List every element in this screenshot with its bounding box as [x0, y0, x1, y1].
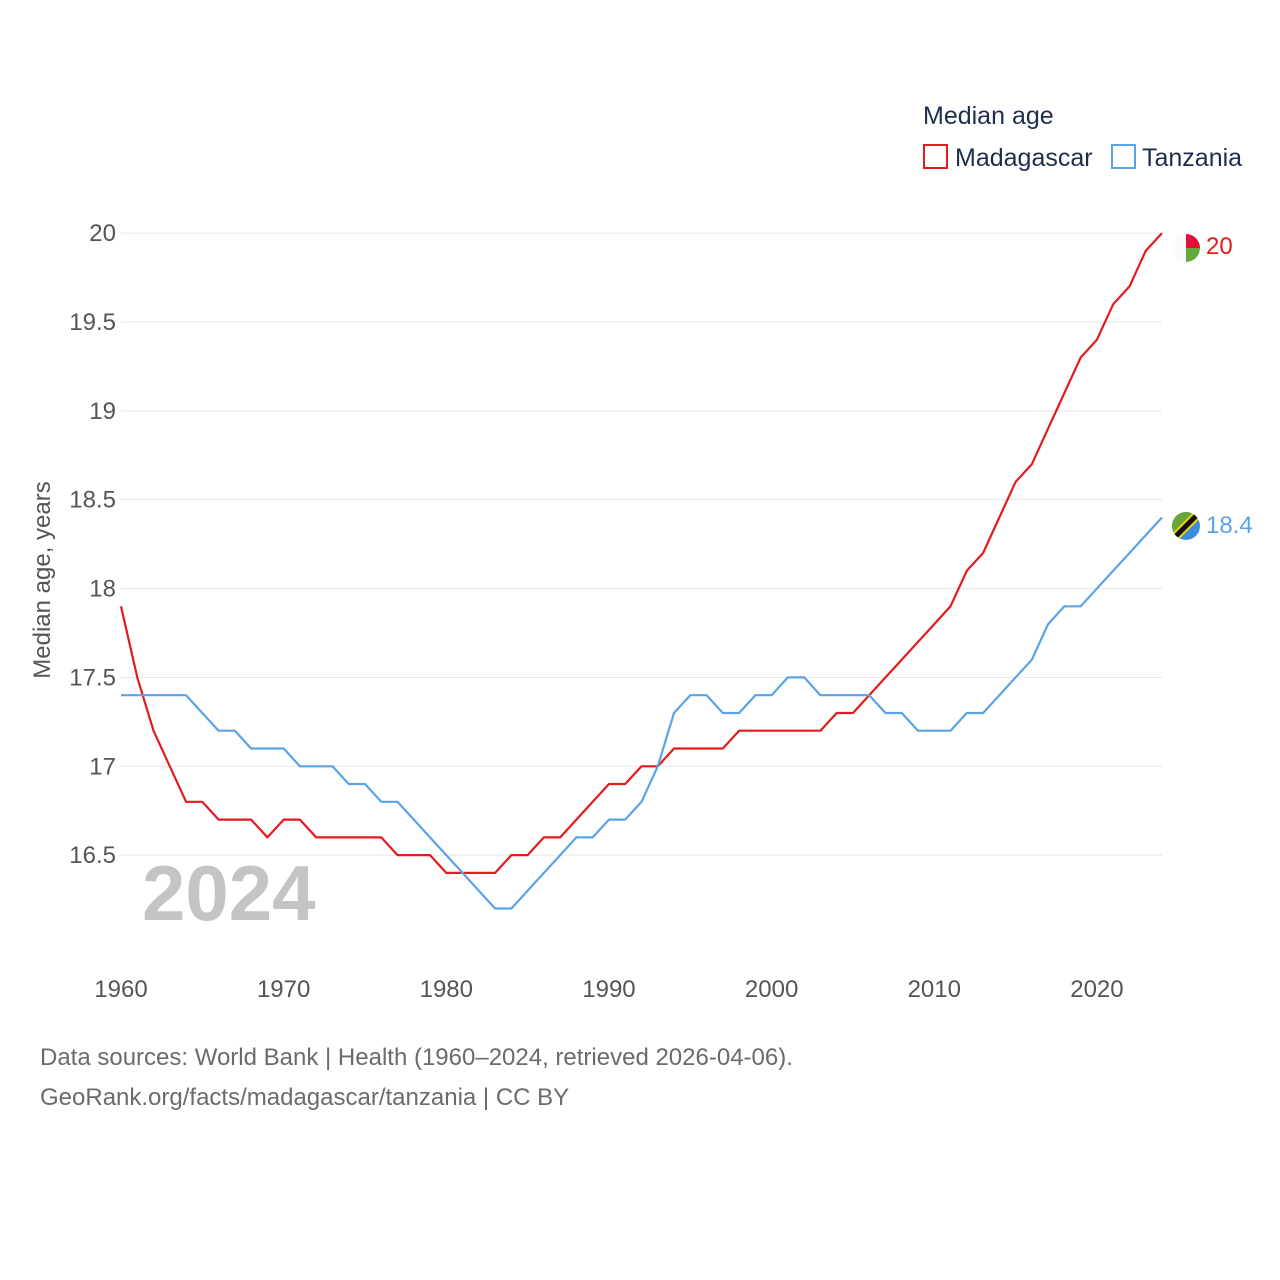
line-chart: 16.5 17 17.5 18 18.5 19 19.5 20 1960 1970 1980 199…	[29, 102, 1253, 1003]
y-tick-label: 18	[89, 576, 116, 603]
year-watermark: 2024	[142, 849, 316, 937]
x-tick-label: 1980	[420, 976, 473, 1003]
y-axis-label: Median age, years	[29, 481, 56, 678]
series-lines	[119, 232, 1163, 910]
data-source-note: Data sources: World Bank | Health (1960–…	[40, 1044, 793, 1071]
x-tick-label: 2000	[745, 976, 798, 1003]
y-axis-ticks: 16.5 17 17.5 18 18.5 19 19.5 20	[69, 220, 116, 869]
x-tick-label: 2010	[908, 976, 961, 1003]
legend-title: Median age	[923, 102, 1054, 130]
x-tick-label: 1960	[94, 976, 147, 1003]
legend-label-tanzania[interactable]: Tanzania	[1142, 144, 1242, 172]
series-line-tanzania[interactable]	[121, 516, 1163, 910]
y-tick-label: 17.5	[69, 664, 116, 691]
x-tick-label: 1990	[582, 976, 635, 1003]
legend-swatch-madagascar[interactable]	[923, 144, 948, 169]
flag-tanzania-icon	[1172, 512, 1200, 540]
end-label-madagascar: 20	[1206, 233, 1233, 260]
legend-label-madagascar[interactable]: Madagascar	[955, 144, 1093, 172]
y-tick-label: 19.5	[69, 309, 116, 336]
flag-madagascar-icon	[1172, 234, 1200, 262]
x-tick-label: 1970	[257, 976, 310, 1003]
y-tick-label: 17	[89, 753, 116, 780]
y-tick-label: 18.5	[69, 487, 116, 514]
y-tick-label: 16.5	[69, 842, 116, 869]
x-axis-ticks: 1960 1970 1980 1990 2000 2010 2020	[94, 976, 1123, 1003]
attribution-link[interactable]: GeoRank.org/facts/madagascar/tanzania | …	[40, 1084, 570, 1111]
y-tick-label: 20	[89, 220, 116, 247]
series-line-madagascar[interactable]	[119, 232, 1163, 875]
legend-swatch-tanzania[interactable]	[1111, 144, 1136, 169]
y-tick-label: 19	[89, 398, 116, 425]
gridlines	[121, 232, 1162, 856]
legend: Median age Madagascar Tanzania	[923, 102, 1242, 172]
x-tick-label: 2020	[1070, 976, 1123, 1003]
end-label-tanzania: 18.4	[1206, 512, 1253, 539]
